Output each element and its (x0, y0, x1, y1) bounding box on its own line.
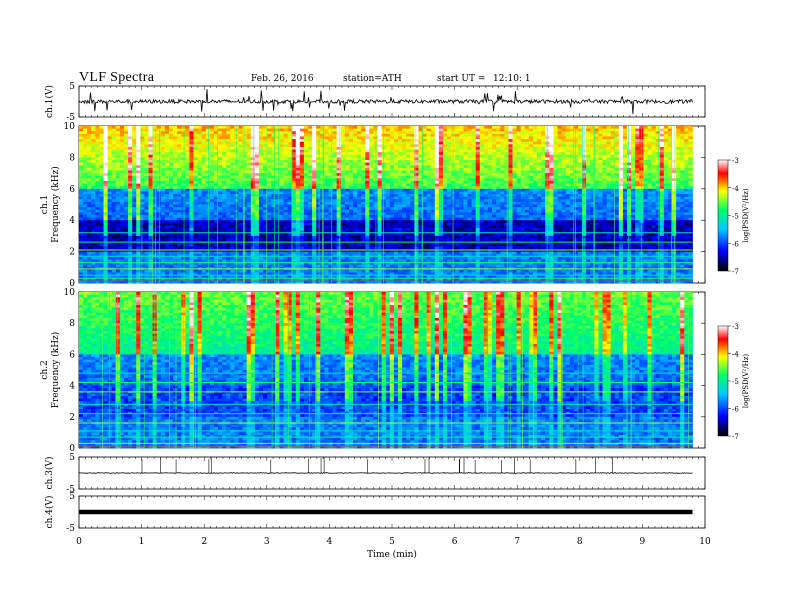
colorbar-tick-label: -4 (732, 351, 739, 359)
y-tick-label: 4 (69, 382, 75, 392)
x-tick-label: 1 (139, 537, 145, 547)
y-axis-label: ch.4(V) (44, 496, 55, 529)
y-tick-label: 5 (69, 492, 75, 502)
waveform (79, 473, 693, 474)
y-tick-label: 10 (64, 288, 76, 298)
colorbar (718, 160, 728, 271)
colorbar-label: log(PSD(V²/Hz) (742, 188, 750, 243)
y-tick-label: 2 (69, 413, 75, 423)
spectrogram (79, 292, 693, 448)
y-axis-label: Frequency (kHz) (50, 166, 61, 243)
channel-label: ch.1 (40, 195, 50, 214)
colorbar-label: log(PSD(V²/Hz) (742, 354, 750, 409)
y-axis-label: ch.3(V) (44, 457, 55, 490)
x-tick-label: 3 (264, 537, 270, 547)
waveform (79, 89, 693, 114)
colorbar-tick-label: -6 (732, 406, 739, 414)
y-tick-label: 4 (69, 216, 75, 226)
y-tick-label: 6 (69, 185, 75, 195)
x-tick-label: 10 (699, 537, 711, 547)
y-tick-label: 2 (69, 248, 75, 258)
colorbar (718, 326, 728, 436)
x-tick-label: 0 (76, 537, 82, 547)
y-tick-label: -5 (66, 524, 75, 534)
colorbar-tick-label: -6 (732, 240, 739, 248)
colorbar-tick-label: -7 (732, 433, 739, 441)
colorbar-tick-label: -5 (732, 378, 739, 386)
y-tick-label: 6 (69, 350, 75, 360)
y-tick-label: 8 (69, 153, 75, 163)
x-tick-label: 4 (327, 537, 333, 547)
colorbar-tick-label: -7 (732, 268, 739, 276)
x-tick-label: 8 (577, 537, 583, 547)
x-tick-label: 9 (640, 537, 646, 547)
x-axis-label: Time (min) (367, 549, 417, 560)
x-tick-label: 5 (389, 537, 395, 547)
y-tick-label: 8 (69, 319, 75, 329)
x-tick-label: 2 (201, 537, 207, 547)
spectrogram (79, 126, 693, 283)
y-tick-label: 10 (64, 122, 76, 132)
y-axis-label: ch.1(V) (44, 85, 55, 118)
colorbar-tick-label: -5 (732, 213, 739, 221)
y-tick-label: 5 (69, 82, 75, 92)
colorbar-tick-label: -3 (732, 157, 739, 165)
channel-label: ch.2 (40, 360, 50, 379)
x-tick-label: 6 (452, 537, 458, 547)
x-tick-label: 7 (514, 537, 520, 547)
y-axis-label: Frequency (kHz) (50, 332, 61, 409)
y-tick-label: 5 (69, 453, 75, 463)
colorbar-tick-label: -3 (732, 323, 739, 331)
colorbar-tick-label: -4 (732, 185, 739, 193)
